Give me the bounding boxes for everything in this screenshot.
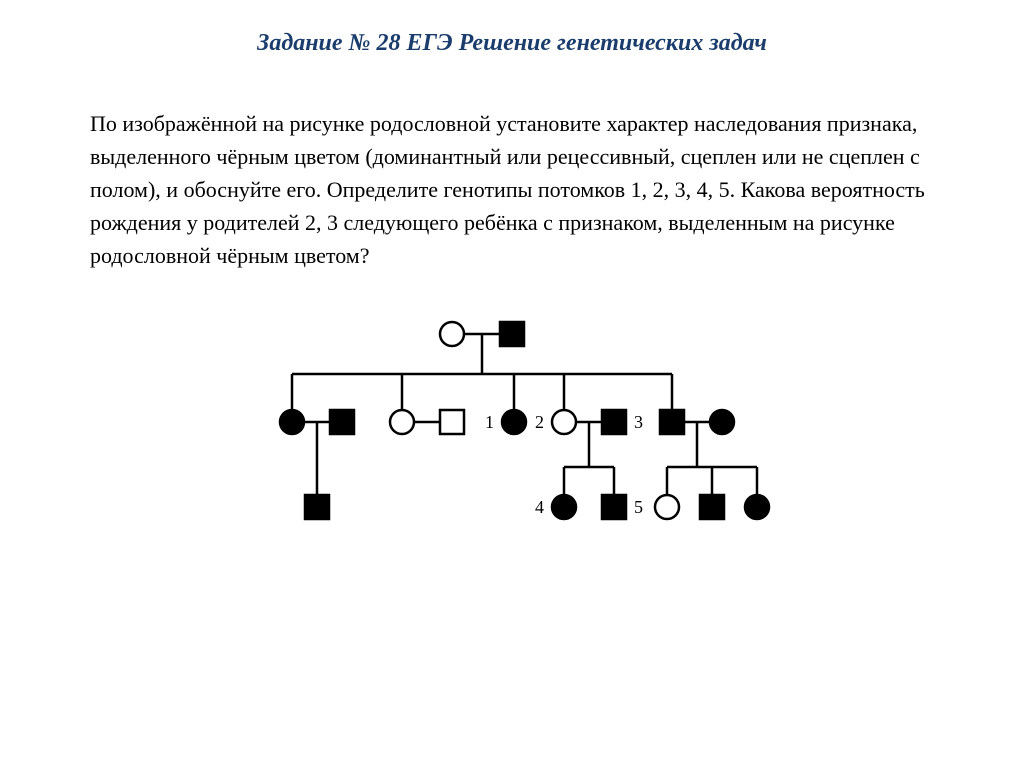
- pedigree-individual: [552, 410, 576, 434]
- pedigree-individual: [390, 410, 414, 434]
- pedigree-individual: [330, 410, 354, 434]
- pedigree-individual: [552, 495, 576, 519]
- pedigree-individual: [280, 410, 304, 434]
- pedigree-individual: [602, 495, 626, 519]
- pedigree-individual: [700, 495, 724, 519]
- pedigree-label: 4: [535, 497, 544, 517]
- pedigree-individual: [602, 410, 626, 434]
- pedigree-individual: [440, 410, 464, 434]
- pedigree-label: 5: [634, 497, 643, 517]
- pedigree-individual: [745, 495, 769, 519]
- pedigree-label: 3: [634, 412, 643, 432]
- page-title: Задание № 28 ЕГЭ Решение генетических за…: [90, 30, 934, 57]
- pedigree-individual: [502, 410, 526, 434]
- pedigree-svg: 1 2 3 4 5: [242, 312, 782, 532]
- pedigree-individual: [440, 322, 464, 346]
- pedigree-individual: [500, 322, 524, 346]
- problem-statement: По изображённой на рисунке родословной у…: [90, 107, 934, 272]
- pedigree-individual: [305, 495, 329, 519]
- pedigree-individual: [710, 410, 734, 434]
- pedigree-individual: [655, 495, 679, 519]
- pedigree-label: 2: [535, 412, 544, 432]
- pedigree-individual: [660, 410, 684, 434]
- pedigree-chart: 1 2 3 4 5: [242, 312, 782, 537]
- pedigree-label: 1: [485, 412, 494, 432]
